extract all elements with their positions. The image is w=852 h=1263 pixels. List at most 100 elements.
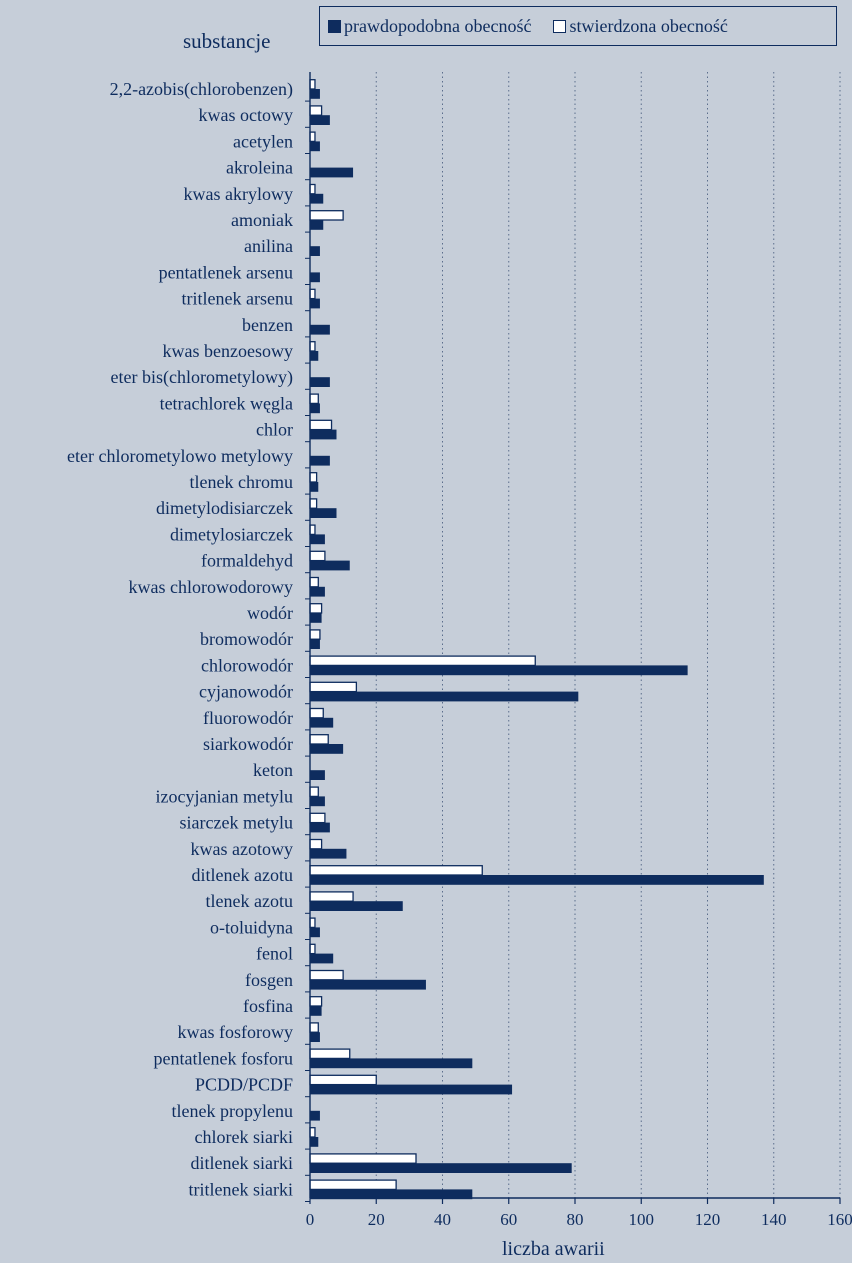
bar-stwierdzona xyxy=(309,1022,319,1033)
category-label: kwas chlorowodorowy xyxy=(129,577,293,597)
category-label: 2,2-azobis(chlorobenzen) xyxy=(110,79,293,100)
bar-prawdopodobna xyxy=(310,1032,320,1042)
category-label: bromowodór xyxy=(200,629,293,649)
y-axis-title: substancje xyxy=(183,29,271,53)
bar-prawdopodobna xyxy=(310,377,330,387)
x-tick-label: 160 xyxy=(827,1210,852,1229)
bar-stwierdzona xyxy=(309,786,319,798)
legend-label-probable: prawdopodobna obecność xyxy=(344,15,532,36)
bar-stwierdzona xyxy=(309,498,318,509)
bar-stwierdzona xyxy=(309,576,319,588)
bar-stwierdzona xyxy=(309,629,321,640)
bar-stwierdzona xyxy=(309,707,324,719)
category-label: o-toluidyna xyxy=(210,917,293,937)
gridlines xyxy=(375,72,841,1198)
category-label: PCDD/PCDF xyxy=(195,1075,293,1095)
bar-prawdopodobna xyxy=(310,822,330,833)
bar-prawdopodobna xyxy=(310,298,320,309)
bar-prawdopodobna xyxy=(310,508,337,518)
bar-prawdopodobna xyxy=(310,351,319,361)
bar-prawdopodobna xyxy=(310,482,319,492)
bar-prawdopodobna xyxy=(310,141,320,152)
x-tick-label: 140 xyxy=(761,1210,787,1229)
category-label: formaldehyd xyxy=(201,551,293,571)
bar-prawdopodobna xyxy=(310,220,324,230)
bar-prawdopodobna xyxy=(310,770,325,780)
bar-stwierdzona xyxy=(309,1048,351,1060)
category-label: kwas benzoesowy xyxy=(163,341,293,361)
bar-prawdopodobna xyxy=(310,429,337,440)
bar-stwierdzona xyxy=(309,1127,316,1138)
bar-stwierdzona xyxy=(309,472,318,483)
category-label: fosfina xyxy=(243,996,293,1016)
category-label: dimetylodisiarczek xyxy=(156,498,293,518)
bar-prawdopodobna xyxy=(310,1137,319,1147)
category-label: ditlenek siarki xyxy=(191,1153,293,1173)
bar-stwierdzona xyxy=(309,131,316,143)
bar-stwierdzona xyxy=(309,969,344,981)
x-tick-label: 80 xyxy=(567,1210,584,1229)
category-label: kwas akrylowy xyxy=(184,184,293,204)
x-tick-label: 120 xyxy=(695,1210,721,1229)
category-label: tritlenek arsenu xyxy=(182,289,293,309)
category-label: siarczek metylu xyxy=(180,813,293,833)
category-label: chlor xyxy=(256,420,293,440)
bar-prawdopodobna xyxy=(310,927,320,938)
category-label: dimetylosiarczek xyxy=(170,524,293,544)
bar-prawdopodobna xyxy=(310,691,579,702)
category-label: acetylen xyxy=(233,131,293,151)
category-label: siarkowodór xyxy=(203,734,293,754)
bar-prawdopodobna xyxy=(310,1084,513,1095)
x-tick-label: 100 xyxy=(629,1210,655,1229)
category-label: keton xyxy=(253,760,293,780)
bar-stwierdzona xyxy=(309,183,316,195)
category-label: tlenek propylenu xyxy=(172,1101,293,1121)
bar-prawdopodobna xyxy=(310,848,347,859)
category-label: chlorowodór xyxy=(201,655,293,675)
bar-prawdopodobna xyxy=(310,639,320,649)
bar-prawdopodobna xyxy=(310,665,688,676)
bar-stwierdzona xyxy=(309,943,316,955)
category-label: akroleina xyxy=(226,158,293,178)
bar-stwierdzona xyxy=(309,524,316,536)
category-label: kwas azotowy xyxy=(191,839,293,859)
bar-stwierdzona xyxy=(309,341,316,352)
bar-stwierdzona xyxy=(309,105,323,116)
bar-stwierdzona xyxy=(309,1153,417,1164)
axes xyxy=(305,72,841,1204)
category-label: izocyjanian metylu xyxy=(156,786,293,806)
category-label: tlenek chromu xyxy=(190,472,293,492)
bar-prawdopodobna xyxy=(310,89,320,99)
bar-stwierdzona xyxy=(309,681,358,693)
category-label: amoniak xyxy=(231,210,293,230)
x-tick-label: 0 xyxy=(306,1210,315,1229)
bar-prawdopodobna xyxy=(310,403,320,414)
legend-item-probable: prawdopodobna obecność xyxy=(328,16,531,37)
legend-item-confirmed: stwierdzona obecność xyxy=(553,15,728,37)
x-tick-label: 40 xyxy=(434,1210,451,1229)
bar-prawdopodobna xyxy=(310,324,330,335)
category-label: tritlenek siarki xyxy=(189,1179,293,1199)
category-label: tlenek azotu xyxy=(206,891,293,911)
bar-prawdopodobna xyxy=(310,953,334,964)
x-axis-title: liczba awarii xyxy=(502,1238,605,1260)
category-label: fenol xyxy=(256,944,293,964)
bar-prawdopodobna xyxy=(310,744,344,754)
category-label: kwas octowy xyxy=(199,105,293,125)
bar-prawdopodobna xyxy=(310,115,330,125)
bar-stwierdzona xyxy=(309,865,483,876)
category-label: pentatlenek arsenu xyxy=(159,262,293,282)
category-label: fluorowodór xyxy=(203,708,293,728)
bar-stwierdzona xyxy=(309,550,326,562)
x-tick-label: 20 xyxy=(368,1210,385,1229)
bar-stwierdzona xyxy=(309,655,536,667)
category-label: eter chlorometylowo metylowy xyxy=(67,446,293,466)
category-label: ditlenek azotu xyxy=(192,865,293,885)
legend-label-confirmed: stwierdzona obecność xyxy=(569,15,728,36)
bar-stwierdzona xyxy=(309,210,344,221)
x-tick-label: 60 xyxy=(500,1210,517,1229)
bar-prawdopodobna xyxy=(310,193,324,204)
legend-swatch-hollow xyxy=(553,19,567,33)
bar-prawdopodobna xyxy=(310,534,325,545)
